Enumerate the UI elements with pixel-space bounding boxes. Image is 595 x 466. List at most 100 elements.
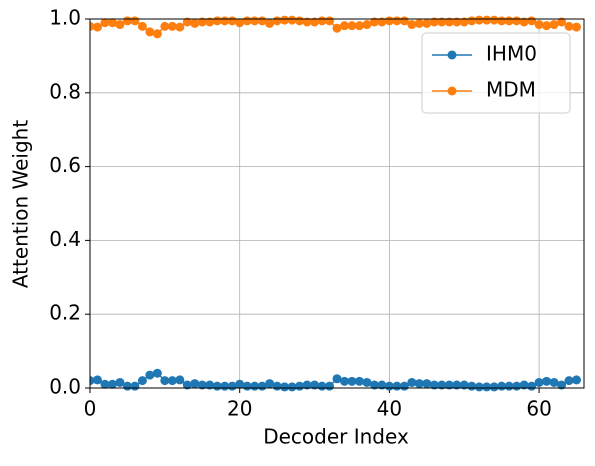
point xyxy=(92,375,102,385)
x-tick-label: 40 xyxy=(377,397,402,421)
point xyxy=(175,375,185,385)
point xyxy=(175,22,185,32)
point xyxy=(572,375,582,385)
point xyxy=(197,17,207,27)
point xyxy=(160,21,170,31)
point xyxy=(347,21,357,31)
point xyxy=(354,21,364,31)
point xyxy=(429,17,439,27)
point xyxy=(489,382,499,392)
y-tick-label: 1.0 xyxy=(49,6,81,30)
point xyxy=(557,17,567,27)
point xyxy=(115,20,125,30)
point xyxy=(310,17,320,27)
legend-box xyxy=(421,32,571,114)
point xyxy=(422,379,432,389)
point xyxy=(160,376,170,386)
point xyxy=(429,380,439,390)
plot-frame xyxy=(89,18,585,389)
point xyxy=(572,22,582,32)
point xyxy=(235,379,245,389)
point xyxy=(534,20,544,30)
point xyxy=(100,379,110,389)
x-tick-label: 60 xyxy=(526,397,551,421)
point xyxy=(302,17,312,27)
point xyxy=(519,17,529,27)
point xyxy=(92,22,102,32)
point xyxy=(474,15,484,25)
point xyxy=(489,15,499,25)
y-tick-label: 0.0 xyxy=(49,375,81,399)
point xyxy=(474,382,484,392)
point xyxy=(369,380,379,390)
point xyxy=(167,21,177,31)
point xyxy=(152,29,162,39)
point xyxy=(519,380,529,390)
point xyxy=(564,376,574,386)
point xyxy=(549,377,559,387)
point xyxy=(265,379,275,389)
point xyxy=(362,20,372,30)
point xyxy=(287,382,297,392)
point xyxy=(130,16,140,26)
point xyxy=(235,18,245,28)
point xyxy=(302,380,312,390)
point xyxy=(482,382,492,392)
point xyxy=(339,21,349,31)
point xyxy=(459,380,469,390)
point xyxy=(347,376,357,386)
point xyxy=(377,17,387,27)
point xyxy=(437,17,447,27)
point xyxy=(130,381,140,391)
point xyxy=(557,380,567,390)
y-tick-label: 0.6 xyxy=(49,153,81,177)
point xyxy=(107,379,117,389)
point xyxy=(339,376,349,386)
point xyxy=(152,368,162,378)
x-axis-label: Decoder Index xyxy=(263,425,409,449)
point xyxy=(265,18,275,28)
point xyxy=(452,17,462,27)
point xyxy=(407,20,417,30)
point xyxy=(542,21,552,31)
legend-marker xyxy=(447,86,457,96)
point xyxy=(287,15,297,25)
point xyxy=(332,23,342,33)
x-tick-label: 20 xyxy=(227,397,252,421)
point xyxy=(437,380,447,390)
legend-marker xyxy=(447,50,457,60)
point xyxy=(310,380,320,390)
y-tick-label: 0.8 xyxy=(49,79,81,103)
point xyxy=(182,17,192,27)
point xyxy=(227,381,237,391)
point xyxy=(549,20,559,30)
point xyxy=(190,379,200,389)
point xyxy=(542,376,552,386)
point xyxy=(407,377,417,387)
point xyxy=(137,21,147,31)
point xyxy=(459,17,469,27)
point xyxy=(444,380,454,390)
point xyxy=(422,18,432,28)
y-axis-label: Attention Weight xyxy=(9,120,33,288)
point xyxy=(414,18,424,28)
x-tick-label: 0 xyxy=(84,397,97,421)
point xyxy=(414,379,424,389)
y-tick-label: 0.2 xyxy=(49,301,81,325)
point xyxy=(564,21,574,31)
point xyxy=(452,380,462,390)
point xyxy=(280,15,290,25)
point xyxy=(137,376,147,386)
point xyxy=(332,374,342,384)
point xyxy=(182,380,192,390)
point xyxy=(369,17,379,27)
point xyxy=(444,17,454,27)
point xyxy=(115,377,125,387)
point xyxy=(190,18,200,28)
point xyxy=(197,380,207,390)
point xyxy=(325,16,335,26)
point xyxy=(534,377,544,387)
point xyxy=(354,376,364,386)
point xyxy=(205,380,215,390)
